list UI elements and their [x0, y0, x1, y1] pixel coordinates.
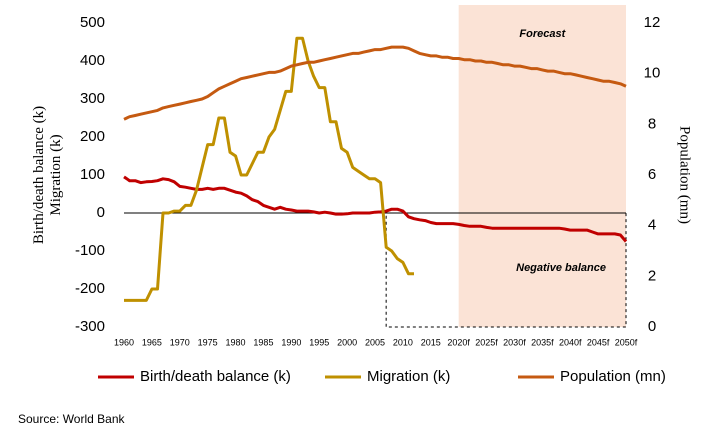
x-tick-label: 2045f: [587, 337, 610, 347]
x-tick-label: 1970: [170, 337, 190, 347]
y-tick-label: 400: [80, 52, 105, 69]
legend-label: Population (mn): [560, 368, 666, 385]
series-line: [123, 45, 627, 121]
y2-axis-label: Population (mn): [677, 126, 693, 224]
x-tick-label: 2050f: [615, 337, 638, 347]
y2-tick-label: 10: [644, 65, 661, 82]
x-tick-label: 2025f: [475, 337, 498, 347]
source: Source: World Bank: [18, 412, 125, 426]
y-tick-label: -300: [75, 318, 105, 335]
y2-tick-label: 6: [648, 166, 656, 183]
x-tick-label: 1965: [142, 337, 162, 347]
y-axis-label-line: Birth/death balance (k): [31, 106, 47, 244]
legend-label: Birth/death balance (k): [140, 368, 291, 385]
x-tick-label: 1995: [309, 337, 329, 347]
y2-tick-label: 0: [648, 318, 656, 335]
y2-tick-label: 4: [648, 217, 656, 234]
x-tick-label: 1980: [226, 337, 246, 347]
x-tick-label: 1960: [114, 337, 134, 347]
y-tick-label: 200: [80, 128, 105, 145]
y-axis-label-line: Migration (k): [48, 134, 64, 215]
y-tick-label: 100: [80, 166, 105, 183]
x-tick-label: 2020f: [447, 337, 470, 347]
annotation: Negative balance: [516, 262, 606, 274]
y-tick-label: 500: [80, 14, 105, 31]
y-tick-label: 300: [80, 90, 105, 107]
x-tick-label: 1985: [253, 337, 273, 347]
y-tick-label: -200: [75, 280, 105, 297]
series-line: [124, 36, 414, 302]
legend-label: Migration (k): [367, 368, 450, 385]
series-line: [123, 175, 628, 243]
y2-tick-label: 12: [644, 14, 661, 31]
x-tick-label: 2015: [421, 337, 441, 347]
y2-tick-label: 2: [648, 267, 656, 284]
x-tick-label: 2035f: [531, 337, 554, 347]
x-tick-label: 2010: [393, 337, 413, 347]
x-tick-label: 2040f: [559, 337, 582, 347]
forecast-region: [458, 5, 626, 327]
negative-box: [385, 212, 627, 328]
y-tick-label: 0: [97, 204, 105, 221]
y2-tick-label: 8: [648, 115, 656, 132]
y-axis-label: Birth/death balance (k)Migration (k): [31, 106, 64, 244]
x-tick-label: 2030f: [503, 337, 526, 347]
y-tick-label: -100: [75, 242, 105, 259]
x-tick-label: 1975: [198, 337, 218, 347]
x-tick-label: 2005: [365, 337, 385, 347]
x-tick-label: 2000: [337, 337, 357, 347]
x-tick-label: 1990: [281, 337, 301, 347]
annotation: Forecast: [519, 28, 566, 40]
